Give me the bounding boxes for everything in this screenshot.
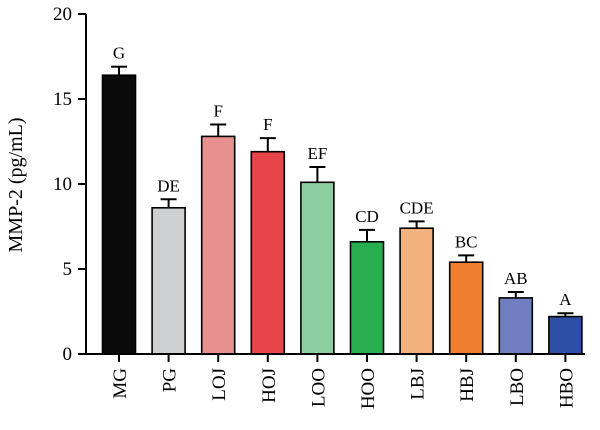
significance-label-hbj: BC bbox=[455, 232, 478, 251]
x-tick-label-loo: LOO bbox=[308, 368, 329, 407]
y-tick-label: 0 bbox=[63, 344, 73, 365]
x-tick-label-loj: LOJ bbox=[209, 368, 230, 401]
y-axis: 0 5 10 15 20 bbox=[53, 4, 87, 365]
bar-hoj bbox=[250, 150, 286, 355]
x-tick-label-hoo: HOO bbox=[358, 368, 379, 409]
significance-label-hbo: A bbox=[559, 290, 572, 309]
y-axis-title: MMP-2 (pg/mL) bbox=[5, 118, 27, 253]
x-tick-label-hbo: HBO bbox=[556, 368, 577, 408]
bars: G DE F F EF CD CDE BC AB A bbox=[101, 44, 583, 355]
bar-hbj bbox=[448, 261, 484, 355]
bar-lbo bbox=[498, 297, 534, 355]
bar-loo bbox=[300, 181, 335, 355]
y-tick-label: 5 bbox=[63, 259, 73, 280]
significance-label-lbj: CDE bbox=[400, 198, 434, 217]
significance-label-hoj: F bbox=[263, 115, 272, 134]
bar-lbj bbox=[399, 227, 434, 355]
bar-hoo bbox=[349, 241, 385, 355]
significance-label-hoo: CD bbox=[355, 207, 379, 226]
significance-label-lbo: AB bbox=[504, 269, 528, 288]
significance-label-pg: DE bbox=[157, 176, 180, 195]
x-axis: MG PG LOJ HOJ LOO HOO LBJ HBJ LBO HBO bbox=[86, 353, 585, 409]
bar-hbo bbox=[548, 315, 583, 355]
bar-pg bbox=[151, 207, 186, 355]
x-tick-label-lbo: LBO bbox=[507, 368, 528, 406]
y-tick-label: 10 bbox=[53, 174, 72, 195]
significance-label-mg: G bbox=[113, 44, 125, 63]
bar-mg bbox=[101, 74, 137, 355]
bar-loj bbox=[200, 135, 236, 355]
x-tick-label-hoj: HOJ bbox=[259, 368, 280, 403]
y-tick-label: 20 bbox=[53, 4, 72, 25]
x-tick-label-pg: PG bbox=[160, 368, 181, 393]
x-tick-label-mg: MG bbox=[110, 368, 131, 399]
x-tick-label-hbj: HBJ bbox=[457, 368, 478, 402]
significance-label-loo: EF bbox=[307, 144, 327, 163]
y-tick-label: 15 bbox=[53, 89, 72, 110]
significance-label-loj: F bbox=[213, 102, 222, 121]
x-tick-label-lbj: LBJ bbox=[408, 368, 429, 400]
